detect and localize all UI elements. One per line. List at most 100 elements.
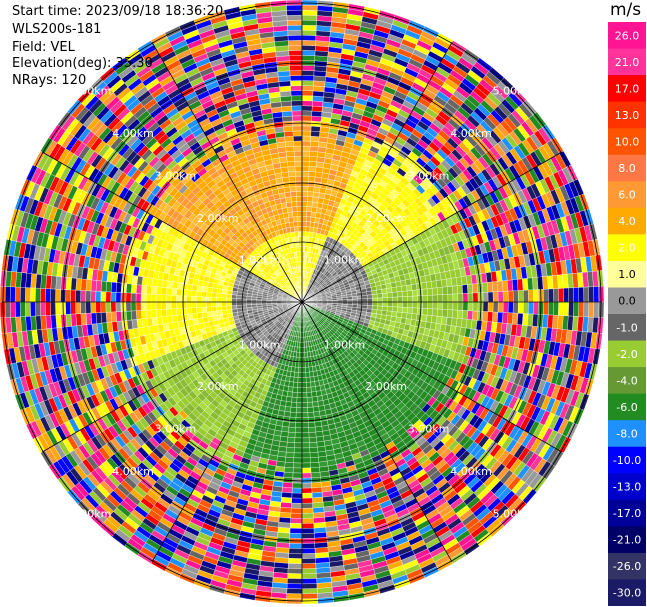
range-gate [472, 283, 479, 294]
range-gate [301, 457, 311, 464]
range-gate [301, 100, 313, 107]
range-gate [583, 301, 590, 318]
range-gate [298, 352, 303, 358]
range-gate [372, 297, 378, 303]
range-gate [533, 289, 539, 303]
range-gate [313, 411, 321, 418]
range-gate [487, 281, 494, 293]
range-gate [307, 416, 315, 423]
range-gate [392, 301, 398, 308]
range-gate [297, 387, 303, 393]
range-gate [387, 301, 393, 307]
range-gate [573, 287, 579, 303]
range-gate [371, 293, 378, 299]
range-gate [452, 285, 458, 295]
range-gate [313, 181, 322, 188]
range-gate [553, 301, 559, 316]
range-gate [301, 226, 307, 232]
range-gate [313, 186, 321, 193]
range-gate [282, 482, 293, 489]
range-gate [301, 407, 308, 413]
range-gate [407, 301, 413, 308]
range-gate [512, 290, 519, 303]
range-gate [558, 301, 564, 316]
range-gate [467, 292, 474, 303]
range-gate [306, 381, 312, 388]
range-gate [593, 301, 600, 318]
range-gate [412, 295, 418, 303]
range-gate [301, 563, 317, 569]
range-gate [472, 292, 479, 303]
ppi-plot: 1.00km2.00km3.00km4.00km5.00km1.00km2.00… [0, 0, 605, 605]
range-gate [452, 301, 459, 311]
range-gate [406, 290, 413, 297]
range-gate [310, 125, 321, 132]
range-gate [286, 396, 293, 403]
range-gate [396, 286, 403, 293]
range-gate [305, 221, 311, 228]
range-gate [293, 376, 299, 383]
range-gate [442, 286, 448, 295]
range-gate [301, 30, 317, 36]
range-gate [311, 396, 318, 403]
range-gate [310, 381, 316, 388]
range-gate [285, 452, 295, 458]
range-gate [301, 382, 307, 388]
range-gate [411, 289, 418, 297]
range-gate [396, 311, 403, 318]
range-gate [301, 548, 316, 554]
range-gate [422, 295, 428, 303]
range-gate [457, 285, 463, 294]
range-gate [487, 291, 494, 303]
range-gate [301, 211, 307, 217]
range-gate [301, 558, 316, 564]
range-gate [517, 301, 524, 314]
range-gate [301, 467, 312, 474]
range-gate [291, 492, 303, 499]
range-gate [543, 301, 549, 316]
range-gate [301, 176, 309, 182]
range-gate [301, 402, 308, 408]
range-gate [283, 467, 294, 474]
range-gate [314, 421, 322, 428]
range-gate [301, 110, 313, 117]
range-gate [467, 310, 474, 321]
range-gate [301, 573, 317, 579]
range-gate [301, 432, 310, 439]
range-gate [281, 492, 293, 499]
range-gate [292, 482, 303, 489]
range-gate [482, 311, 489, 322]
range-gate [472, 310, 479, 321]
range-gate [287, 437, 296, 443]
range-gate [283, 472, 294, 479]
range-gate [301, 593, 318, 600]
range-gate [313, 416, 322, 423]
range-gate [426, 315, 433, 323]
range-gate [416, 313, 423, 322]
range-gate [310, 130, 321, 137]
range-gate [372, 301, 378, 307]
range-gate [387, 297, 393, 303]
range-gate [288, 543, 303, 549]
range-gate [311, 482, 322, 489]
range-gate [301, 372, 307, 378]
range-gate [311, 492, 323, 499]
range-gate [412, 301, 418, 309]
range-gate [426, 308, 433, 316]
range-gate [427, 295, 434, 303]
range-gate [301, 221, 307, 227]
range-gate [287, 568, 303, 574]
range-gate [301, 4, 318, 11]
range-gate [411, 307, 418, 315]
range-gate [362, 301, 368, 306]
range-gate [290, 401, 297, 408]
range-gate [285, 401, 292, 408]
range-gate [309, 146, 319, 152]
range-gate [311, 206, 318, 213]
range-gate [293, 462, 303, 469]
range-gate [301, 387, 307, 393]
range-gate [406, 284, 413, 292]
range-gate [301, 553, 316, 559]
range-gate [553, 288, 559, 303]
range-gate [289, 416, 297, 423]
